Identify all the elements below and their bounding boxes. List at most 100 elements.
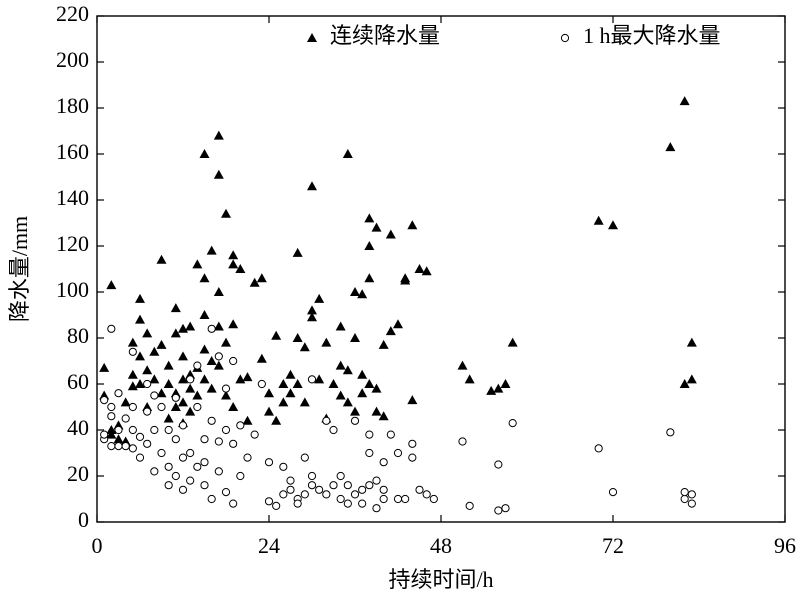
data-point	[199, 149, 210, 158]
data-point	[229, 499, 238, 508]
data-point	[493, 383, 504, 393]
data-point	[292, 247, 303, 257]
data-point	[407, 220, 418, 230]
data-point	[200, 458, 209, 467]
data-point	[221, 337, 231, 347]
data-point	[293, 499, 302, 508]
data-point	[164, 481, 173, 490]
data-point	[135, 314, 145, 324]
data-point	[127, 381, 138, 391]
data-point	[199, 344, 210, 354]
data-point	[213, 321, 224, 331]
data-point	[214, 467, 223, 476]
data-point	[314, 374, 325, 384]
data-point	[687, 499, 696, 508]
data-point	[379, 494, 388, 504]
data-point	[229, 439, 238, 448]
legend-label: 连续降水量	[330, 23, 440, 48]
data-point	[128, 444, 137, 453]
data-point	[343, 481, 352, 490]
data-point	[150, 425, 159, 435]
data-point	[193, 462, 202, 471]
data-point	[508, 419, 517, 428]
data-point	[272, 501, 281, 510]
y-tick-label: 200	[56, 47, 89, 72]
data-point	[128, 347, 137, 356]
data-point	[264, 458, 274, 467]
data-point	[150, 467, 159, 476]
data-point	[107, 442, 116, 451]
y-tick-label: 80	[67, 323, 89, 348]
data-point	[686, 374, 697, 384]
data-point	[178, 397, 188, 407]
x-tick-label: 72	[602, 533, 624, 558]
data-point	[421, 266, 432, 276]
data-point	[171, 435, 180, 444]
data-point	[507, 337, 518, 347]
data-point	[299, 397, 310, 407]
data-point	[213, 169, 224, 179]
data-point	[143, 439, 152, 448]
data-point	[120, 397, 131, 407]
data-point	[401, 494, 410, 504]
data-point	[142, 365, 153, 375]
data-point	[157, 448, 166, 458]
data-point	[178, 374, 188, 384]
data-point	[342, 149, 353, 158]
data-point	[350, 287, 360, 296]
data-point	[257, 379, 266, 389]
data-point	[408, 453, 417, 462]
y-tick-label: 20	[67, 461, 89, 486]
data-point	[458, 437, 467, 446]
data-point	[486, 385, 497, 395]
data-point	[243, 453, 252, 462]
data-point	[285, 388, 296, 398]
data-point	[214, 437, 223, 446]
data-point	[358, 485, 367, 494]
data-point	[365, 481, 374, 490]
legend-marker	[560, 33, 570, 43]
data-point	[206, 383, 217, 393]
data-point	[171, 471, 180, 481]
data-point	[221, 384, 231, 393]
data-point	[328, 379, 339, 388]
data-point	[307, 375, 317, 384]
data-point	[286, 485, 295, 494]
y-tick-label: 160	[56, 139, 89, 164]
data-point	[178, 351, 188, 361]
data-point	[100, 430, 109, 439]
data-point	[422, 490, 431, 499]
data-point	[358, 499, 367, 508]
data-point	[193, 361, 202, 370]
data-point	[687, 490, 696, 499]
data-point	[228, 250, 239, 260]
data-point	[372, 476, 381, 485]
data-point	[207, 416, 216, 425]
legend-label: 1 h最大降水量	[583, 23, 721, 48]
data-point	[228, 319, 239, 329]
data-point	[128, 425, 137, 435]
data-point	[364, 379, 375, 388]
data-point	[186, 448, 195, 458]
data-point	[164, 462, 173, 471]
data-point	[142, 328, 153, 338]
data-point	[256, 273, 267, 283]
data-point	[385, 229, 396, 239]
data-point	[178, 421, 188, 430]
data-point	[236, 421, 245, 430]
data-point	[264, 497, 274, 506]
data-point	[170, 303, 181, 313]
data-point	[415, 485, 424, 494]
data-point	[192, 259, 203, 269]
data-point	[178, 453, 188, 462]
data-point	[300, 490, 309, 499]
data-point	[206, 245, 217, 255]
data-point	[364, 273, 375, 283]
data-point	[228, 259, 239, 269]
data-point	[186, 375, 195, 384]
data-point	[321, 337, 332, 347]
data-point	[178, 323, 188, 333]
data-point	[350, 490, 360, 499]
data-point	[465, 501, 474, 510]
data-point	[106, 425, 117, 434]
